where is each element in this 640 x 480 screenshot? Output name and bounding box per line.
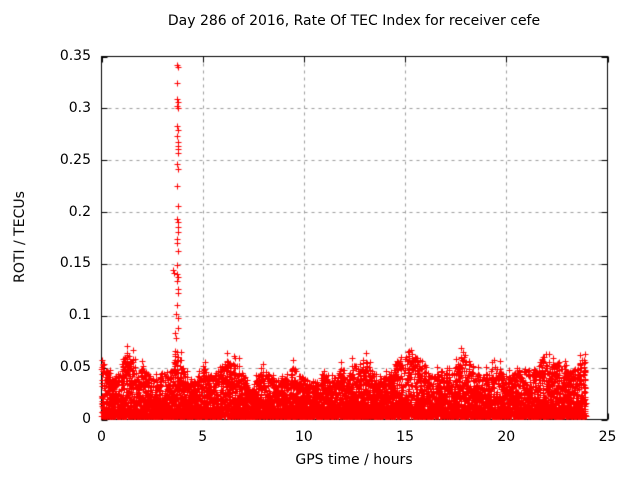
x-tick-label: 25 <box>598 429 617 445</box>
y-tick-label: 0.05 <box>59 359 91 376</box>
x-axis-label: GPS time / hours <box>295 452 413 468</box>
x-tick-label: 20 <box>497 429 516 445</box>
x-tick-label: 5 <box>198 429 208 445</box>
y-tick-label: 0.15 <box>59 255 91 272</box>
x-tick-label: 10 <box>294 429 313 445</box>
y-tick-label: 0.25 <box>59 151 91 168</box>
y-tick-label: 0.3 <box>68 99 91 116</box>
y-tick-label: 0.1 <box>68 307 91 324</box>
x-tick-label: 15 <box>396 429 414 445</box>
y-tick-label: 0.35 <box>59 48 91 64</box>
y-tick-label: 0 <box>82 411 91 427</box>
x-tick-label: 0 <box>97 429 106 445</box>
y-tick-label: 0.2 <box>68 203 91 220</box>
chart-title: Day 286 of 2016, Rate Of TEC Index for r… <box>167 13 541 29</box>
